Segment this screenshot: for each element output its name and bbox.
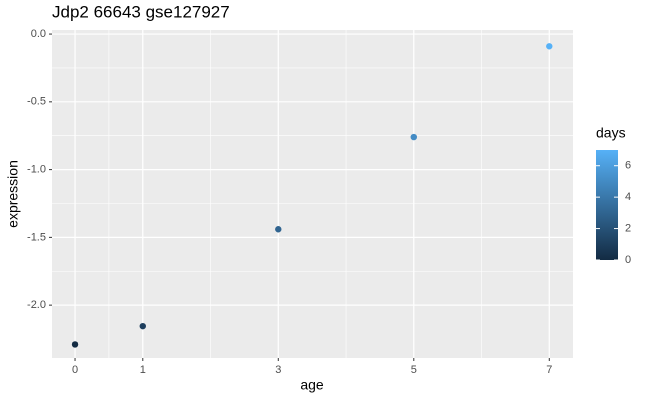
point	[71, 341, 79, 348]
x-tick-label: 5	[411, 364, 417, 376]
x-tick-label: 0	[72, 364, 78, 376]
panel	[52, 30, 573, 358]
x-tick-label: 7	[546, 364, 552, 376]
point	[410, 133, 417, 141]
y-tick-label: -1.0	[27, 164, 46, 176]
x-axis-label: age	[300, 377, 324, 393]
y-tick-label: -2.0	[27, 299, 46, 311]
legend-label: 2	[625, 222, 631, 234]
x-tick-label: 1	[140, 364, 146, 376]
y-tick-label: -1.5	[27, 231, 46, 243]
point	[139, 322, 146, 330]
y-axis-label: expression	[5, 160, 21, 228]
legend-label: 4	[625, 191, 631, 203]
legend-label: 0	[625, 254, 631, 266]
legend-title: days	[596, 125, 626, 141]
chart-title: Jdp2 66643 gse127927	[52, 2, 230, 21]
colorbar	[596, 150, 618, 260]
point	[275, 226, 282, 233]
legend-label: 6	[625, 160, 631, 172]
y-tick-label: 0.0	[31, 28, 46, 40]
point	[546, 43, 553, 50]
x-tick-label: 3	[275, 364, 281, 376]
y-tick-label: -0.5	[27, 96, 46, 108]
